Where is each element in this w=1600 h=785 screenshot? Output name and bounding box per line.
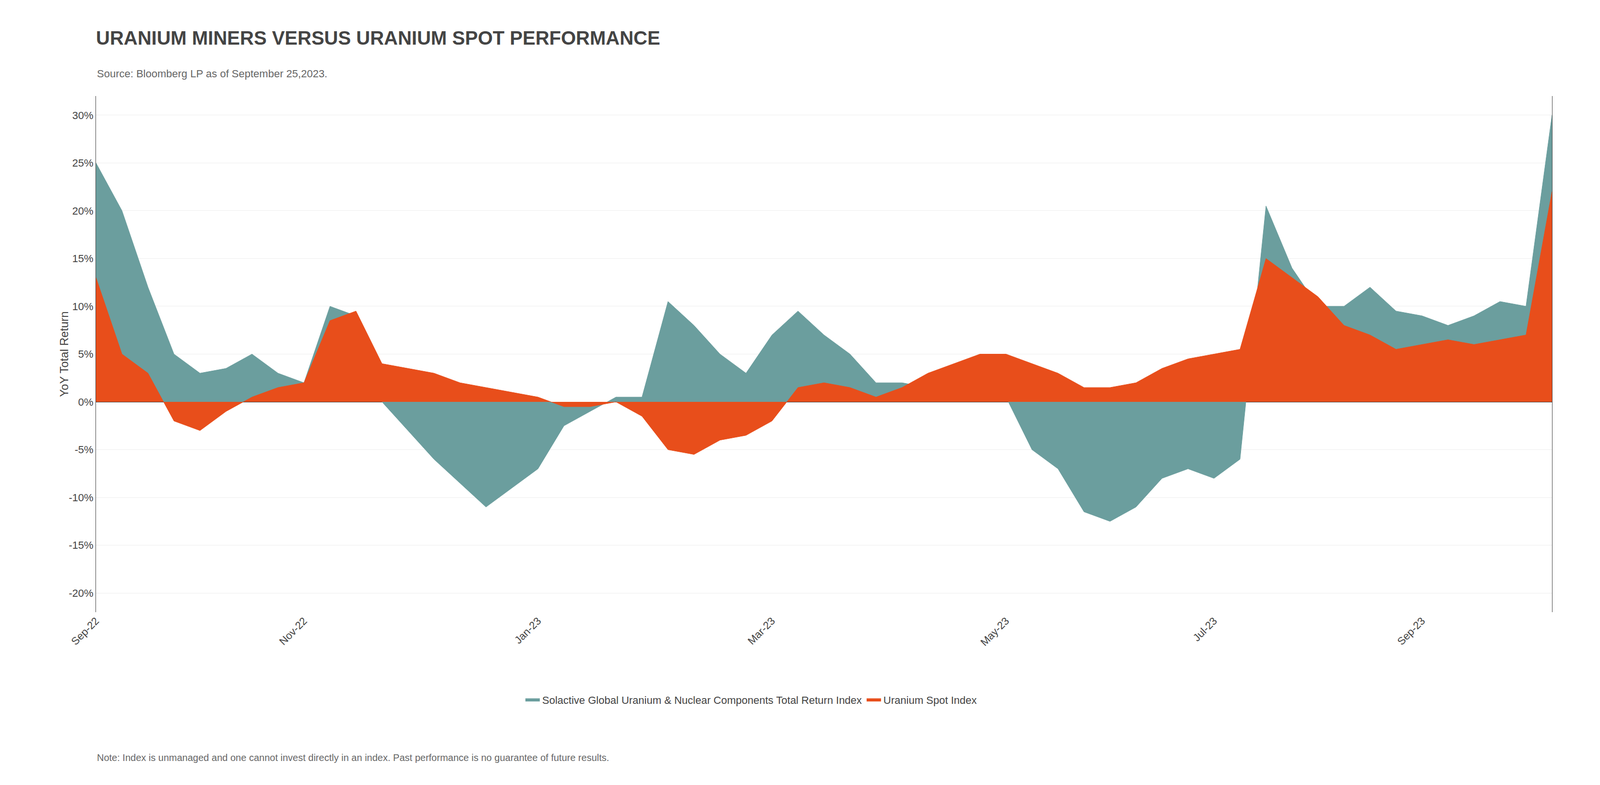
svg-text:Nov-22: Nov-22	[276, 614, 310, 648]
svg-text:URANIUM MINERS VERSUS URANIUM: URANIUM MINERS VERSUS URANIUM SPOT PERFO…	[95, 27, 661, 49]
svg-text:15%: 15%	[72, 252, 94, 265]
svg-text:-15%: -15%	[68, 538, 94, 551]
svg-text:0%: 0%	[78, 395, 94, 408]
svg-text:Sep-22: Sep-22	[68, 614, 102, 648]
svg-text:Jul-23: Jul-23	[1190, 614, 1220, 644]
svg-text:-20%: -20%	[68, 586, 94, 599]
svg-text:-5%: -5%	[74, 443, 94, 456]
svg-text:Sep-23: Sep-23	[1395, 614, 1428, 648]
svg-text:-10%: -10%	[68, 491, 94, 504]
svg-text:Uranium Spot Index: Uranium Spot Index	[883, 693, 977, 706]
svg-text:30%: 30%	[72, 109, 94, 122]
svg-text:YoY Total Return: YoY Total Return	[57, 310, 71, 397]
svg-text:5%: 5%	[78, 347, 94, 360]
svg-text:Mar-23: Mar-23	[745, 614, 778, 647]
svg-text:20%: 20%	[72, 204, 94, 217]
svg-text:25%: 25%	[72, 156, 94, 169]
svg-text:Jan-23: Jan-23	[512, 614, 544, 646]
svg-text:May-23: May-23	[978, 614, 1012, 649]
svg-text:Source: Bloomberg LP as of Sep: Source: Bloomberg LP as of September 25,…	[96, 67, 328, 80]
svg-text:Solactive Global Uranium & Nuc: Solactive Global Uranium & Nuclear Compo…	[542, 693, 862, 706]
svg-text:10%: 10%	[72, 300, 94, 313]
svg-text:Note: Index is unmanaged and o: Note: Index is unmanaged and one cannot …	[96, 752, 609, 763]
